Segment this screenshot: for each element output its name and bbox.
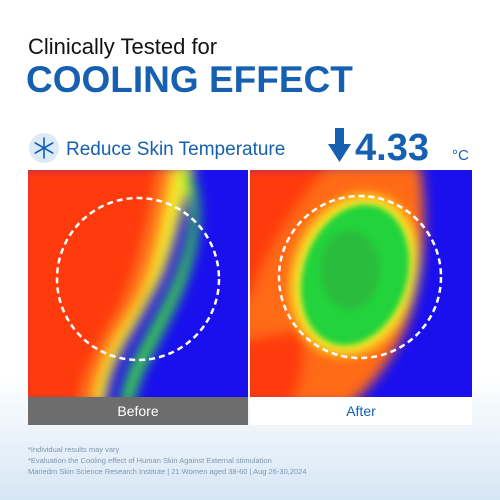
image-label: After bbox=[346, 403, 376, 419]
claim-unit: °C bbox=[452, 147, 469, 164]
down-arrow bbox=[328, 128, 351, 162]
kicker: Clinically Tested for bbox=[28, 34, 217, 59]
footnote: *Evaluation the Cooling effect of Human … bbox=[28, 456, 272, 465]
snowflake-icon bbox=[29, 133, 59, 163]
footnote: Mariedm Skin Science Research Institute … bbox=[28, 467, 307, 476]
thermal-before bbox=[28, 170, 248, 397]
label-bar bbox=[28, 397, 248, 425]
claim-label: Reduce Skin Temperature bbox=[66, 139, 285, 160]
thermal-after bbox=[250, 170, 472, 397]
title: COOLING EFFECT bbox=[26, 59, 353, 100]
footnote: *Individual results may vary bbox=[28, 445, 120, 454]
label-bar bbox=[250, 397, 472, 425]
image-label: Before bbox=[117, 403, 158, 419]
claim-value: 4.33 bbox=[355, 127, 429, 169]
